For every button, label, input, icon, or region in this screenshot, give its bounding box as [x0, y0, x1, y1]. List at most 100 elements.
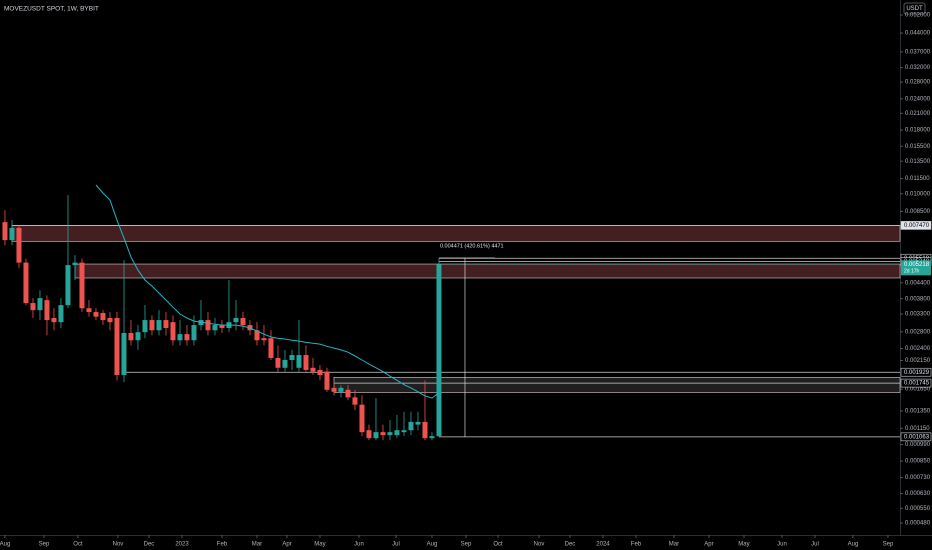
candle-body	[282, 359, 288, 368]
y-tick-label: 0.021000	[905, 111, 931, 117]
candle-body	[44, 300, 50, 321]
candle-body	[72, 262, 78, 266]
y-tick-label: 0.002800	[905, 329, 931, 335]
candle-body	[2, 222, 8, 241]
chart-title: MOVEZUSDT SPOT, 1W, BYBIT	[4, 6, 99, 13]
candle-body	[65, 265, 71, 306]
x-tick-label: Jul	[811, 542, 819, 548]
candle-body	[79, 262, 85, 309]
x-tick-label: May	[314, 542, 325, 548]
candle-body	[380, 432, 386, 436]
candle-body	[23, 262, 29, 304]
x-tick-label: Jul	[392, 542, 400, 548]
candle-body	[86, 308, 92, 313]
y-tick-label: 0.000480	[905, 521, 931, 527]
candle-body	[191, 325, 197, 341]
x-tick-label: Nov	[534, 542, 545, 548]
level-label: 0.007470	[904, 223, 930, 229]
y-tick-label: 0.003300	[905, 312, 931, 318]
y-tick-label: 0.018000	[905, 128, 931, 134]
candle-body	[30, 303, 36, 311]
level-label: 0.001929	[904, 370, 930, 376]
x-tick-label: Mar	[669, 542, 679, 548]
x-tick-label: Aug	[0, 542, 10, 548]
y-tick-label: 0.032000	[905, 65, 931, 71]
candle-body	[310, 367, 316, 372]
candle-body	[184, 334, 190, 341]
candle-body	[156, 320, 162, 331]
candle-body	[177, 334, 183, 341]
y-tick-label: 0.013500	[905, 159, 931, 165]
level-label: 0.001745	[904, 381, 930, 387]
candle-body	[331, 387, 337, 392]
candle-body	[352, 397, 358, 405]
candle-body	[289, 355, 295, 360]
candle-body	[303, 355, 309, 370]
x-tick-label: 2024	[596, 542, 610, 548]
y-tick-label: 0.024000	[905, 96, 931, 102]
candle-body	[366, 430, 372, 439]
x-tick-label: Oct	[73, 542, 83, 548]
candle-body	[373, 432, 379, 439]
y-tick-label: 0.002150	[905, 358, 931, 364]
y-tick-label: 0.001150	[905, 426, 930, 432]
zone	[74, 263, 901, 279]
y-tick-label: 0.001350	[905, 409, 931, 415]
y-tick-label: 0.000850	[905, 459, 931, 465]
y-tick-label: 0.044000	[905, 31, 931, 37]
x-tick-label: Oct	[493, 542, 503, 548]
x-tick-label: Sep	[461, 542, 472, 548]
candle-body	[317, 369, 323, 376]
y-tick-label: 0.052000	[905, 13, 931, 19]
y-tick-label: 0.010000	[905, 191, 931, 197]
x-tick-label: Aug	[848, 542, 859, 548]
candle-body	[275, 357, 281, 368]
x-tick-label: Apr	[704, 542, 713, 548]
candle-body	[114, 318, 120, 376]
measure-label: 0.004471 (420.61%) 4471	[440, 243, 504, 249]
candle-body	[170, 322, 176, 341]
candle-body	[9, 227, 15, 241]
level-label-box	[900, 378, 932, 388]
y-tick-label: 0.015500	[905, 144, 931, 150]
x-tick-label: Feb	[217, 542, 228, 548]
candle-body	[121, 332, 127, 376]
candle-body	[394, 430, 400, 436]
x-tick-label: Apr	[282, 542, 291, 548]
y-tick-label: 0.000550	[905, 506, 931, 512]
candle-body	[51, 318, 57, 323]
candle-body	[16, 227, 22, 263]
candle-body	[429, 436, 435, 439]
x-tick-label: Aug	[427, 542, 438, 548]
candle-body	[387, 432, 393, 436]
level-label: 0.001063	[904, 434, 930, 440]
x-tick-label: May	[738, 542, 749, 548]
y-tick-label: 0.028000	[905, 80, 931, 86]
y-tick-label: 0.008500	[905, 209, 931, 215]
y-tick-label: 0.002400	[905, 346, 931, 352]
candle-body	[261, 338, 267, 341]
candle-body	[240, 318, 246, 326]
y-tick-label: 0.000630	[905, 491, 931, 497]
x-tick-label: 2023	[175, 542, 189, 548]
moving-average	[95, 184, 440, 399]
candle-body	[100, 313, 106, 321]
x-tick-label: Sep	[883, 542, 894, 548]
candle-body	[205, 320, 211, 331]
candle-body	[107, 318, 113, 323]
y-tick-label: 0.037000	[905, 49, 931, 55]
candle-body	[359, 404, 365, 433]
candle-body	[415, 421, 421, 425]
candle-body	[324, 371, 330, 390]
y-tick-label: 0.003800	[905, 296, 931, 302]
y-tick-label: 0.004400	[905, 280, 931, 286]
currency-box[interactable]	[903, 2, 926, 15]
currency[interactable]: USDT	[906, 6, 923, 12]
x-tick-label: Dec	[144, 542, 155, 548]
candle-body	[233, 318, 239, 323]
candle-body	[345, 389, 351, 398]
y-tick-label: 0.000730	[905, 475, 931, 481]
candle-body	[296, 355, 302, 368]
